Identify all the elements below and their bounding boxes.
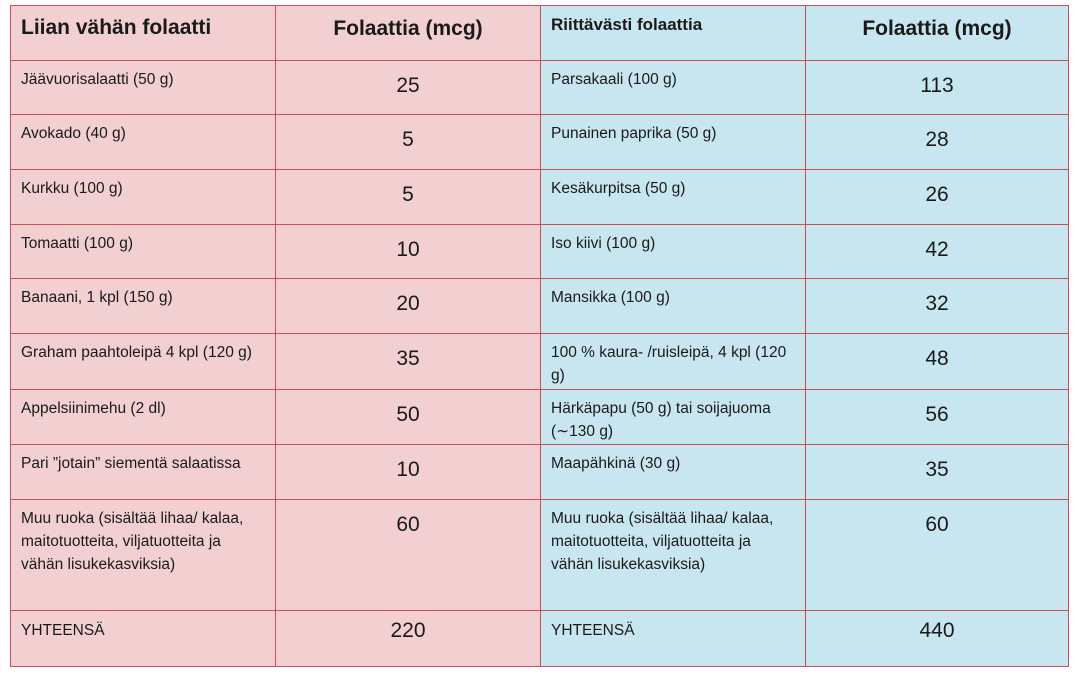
right-food-cell: Punainen paprika (50 g) <box>540 114 806 170</box>
left-food-cell: Avokado (40 g) <box>10 114 276 170</box>
left-value-header: Folaattia (mcg) <box>275 5 541 61</box>
left-value-cell: 5 <box>275 168 541 225</box>
left-food-cell: Tomaatti (100 g) <box>10 223 276 280</box>
right-total-label: YHTEENSÄ <box>540 610 806 667</box>
left-value-cell: 10 <box>275 223 541 280</box>
table-row: Tomaatti (100 g) 10 Iso kiivi (100 g) 42 <box>10 223 1069 280</box>
left-value-cell: 35 <box>275 332 541 390</box>
left-food-cell: Muu ruoka (sisältää lihaa/ kalaa, maitot… <box>10 498 276 612</box>
left-total-label: YHTEENSÄ <box>10 610 276 667</box>
total-row: YHTEENSÄ 220 YHTEENSÄ 440 <box>10 610 1069 667</box>
right-value-cell: 48 <box>805 332 1069 390</box>
left-food-cell: Appelsiinimehu (2 dl) <box>10 388 276 446</box>
left-value-cell: 25 <box>275 59 541 116</box>
left-group-header: Liian vähän folaatti <box>10 5 276 61</box>
left-total-value: 220 <box>275 610 541 667</box>
right-food-cell: 100 % kaura- /ruisleipä, 4 kpl (120 g) <box>540 332 806 390</box>
right-food-cell: Maapähkinä (30 g) <box>540 444 806 500</box>
right-group-header: Riittävästi folaattia <box>540 5 806 61</box>
folate-comparison-table: Liian vähän folaatti Folaattia (mcg) Rii… <box>10 5 1069 667</box>
table-row: Muu ruoka (sisältää lihaa/ kalaa, maitot… <box>10 498 1069 612</box>
right-food-cell: Mansikka (100 g) <box>540 278 806 334</box>
table-row: Appelsiinimehu (2 dl) 50 Härkäpapu (50 g… <box>10 388 1069 446</box>
right-value-cell: 28 <box>805 114 1069 170</box>
right-food-cell: Parsakaali (100 g) <box>540 59 806 116</box>
right-food-cell: Muu ruoka (sisältää lihaa/ kalaa, maitot… <box>540 498 806 612</box>
left-value-cell: 10 <box>275 444 541 500</box>
table-row: Graham paahtoleipä 4 kpl (120 g) 35 100 … <box>10 332 1069 390</box>
right-value-cell: 56 <box>805 388 1069 446</box>
left-value-cell: 20 <box>275 278 541 334</box>
table-row: Banaani, 1 kpl (150 g) 20 Mansikka (100 … <box>10 278 1069 334</box>
table-row: Jäävuorisalaatti (50 g) 25 Parsakaali (1… <box>10 59 1069 116</box>
header-row: Liian vähän folaatti Folaattia (mcg) Rii… <box>10 5 1069 61</box>
right-value-cell: 32 <box>805 278 1069 334</box>
right-food-cell: Kesäkurpitsa (50 g) <box>540 168 806 225</box>
right-total-value: 440 <box>805 610 1069 667</box>
left-value-cell: 50 <box>275 388 541 446</box>
right-value-cell: 60 <box>805 498 1069 612</box>
right-value-cell: 42 <box>805 223 1069 280</box>
left-value-cell: 60 <box>275 498 541 612</box>
right-food-cell: Härkäpapu (50 g) tai soijajuoma (∼130 g) <box>540 388 806 446</box>
right-value-cell: 26 <box>805 168 1069 225</box>
right-food-cell: Iso kiivi (100 g) <box>540 223 806 280</box>
table-body: Liian vähän folaatti Folaattia (mcg) Rii… <box>10 5 1069 667</box>
table-row: Kurkku (100 g) 5 Kesäkurpitsa (50 g) 26 <box>10 168 1069 225</box>
right-value-cell: 113 <box>805 59 1069 116</box>
table-row: Pari ”jotain” siementä salaatissa 10 Maa… <box>10 444 1069 500</box>
left-value-cell: 5 <box>275 114 541 170</box>
left-food-cell: Kurkku (100 g) <box>10 168 276 225</box>
right-value-cell: 35 <box>805 444 1069 500</box>
left-food-cell: Jäävuorisalaatti (50 g) <box>10 59 276 116</box>
table-row: Avokado (40 g) 5 Punainen paprika (50 g)… <box>10 114 1069 170</box>
left-food-cell: Banaani, 1 kpl (150 g) <box>10 278 276 334</box>
left-food-cell: Pari ”jotain” siementä salaatissa <box>10 444 276 500</box>
right-value-header: Folaattia (mcg) <box>805 5 1069 61</box>
left-food-cell: Graham paahtoleipä 4 kpl (120 g) <box>10 332 276 390</box>
